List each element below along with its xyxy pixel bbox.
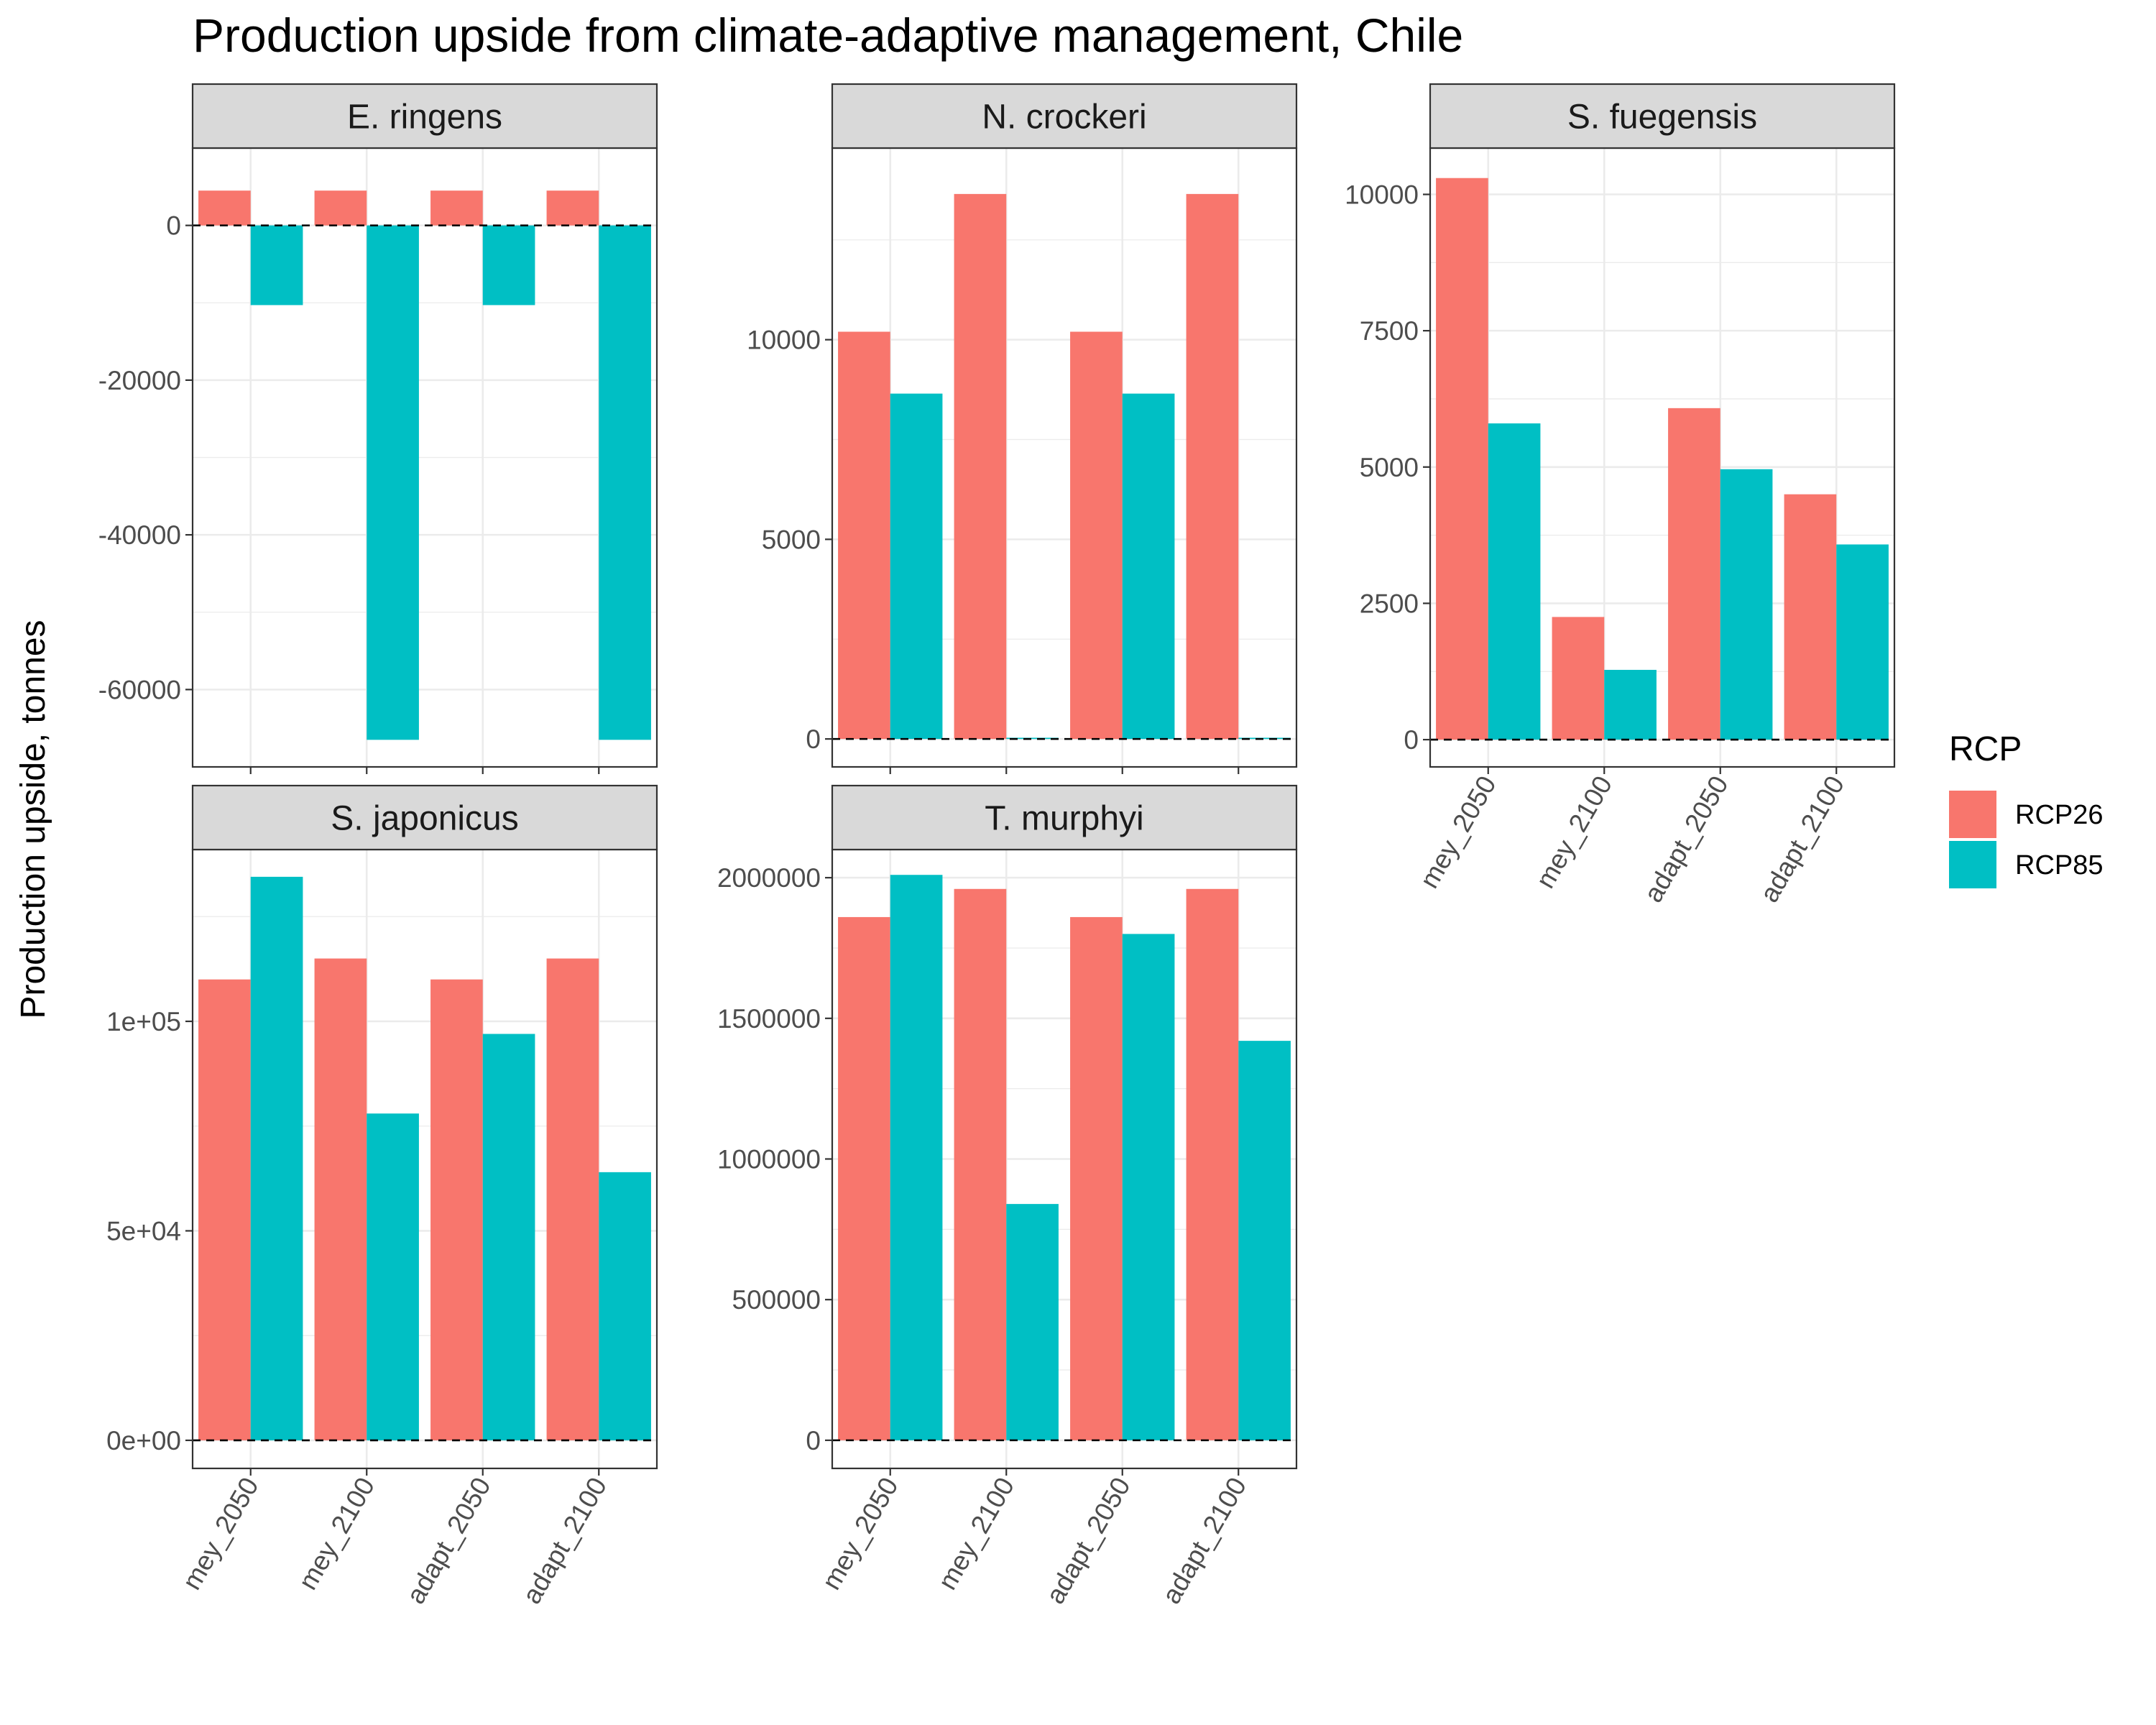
facet-panel: S. fuegensis 0 2500 5000 7500 10000 mey_2050 me… bbox=[1345, 83, 1896, 908]
facet-strip-label: T. murphyi bbox=[985, 800, 1143, 838]
y-tick-label: 10000 bbox=[1345, 180, 1419, 209]
y-tick-label: -40000 bbox=[98, 520, 181, 550]
x-tick-label: adapt_2050 bbox=[400, 1473, 496, 1609]
bar-rcp26 bbox=[838, 916, 890, 1440]
facet-panel: T. murphyi 0 500000 1000000 1500000 2000000 me… bbox=[717, 784, 1298, 1609]
bar-rcp26 bbox=[198, 190, 251, 226]
y-tick-label: 0 bbox=[806, 724, 821, 754]
bar-rcp26 bbox=[1186, 193, 1239, 740]
bar-rcp26 bbox=[430, 190, 483, 226]
bar-rcp26 bbox=[1070, 916, 1123, 1440]
facet-strip bbox=[831, 784, 1298, 851]
bar-rcp85 bbox=[367, 1113, 419, 1440]
bar-rcp26 bbox=[838, 331, 890, 740]
y-tick-label: 5e+04 bbox=[106, 1216, 181, 1246]
bar-rcp85 bbox=[1238, 737, 1291, 740]
x-tick-label: mey_2100 bbox=[932, 1473, 1020, 1595]
facet-strip-label: N. crockeri bbox=[982, 98, 1146, 137]
bar-rcp26 bbox=[546, 958, 599, 1440]
facet-panel: N. crockeri 0 5000 10000 bbox=[747, 83, 1298, 774]
bar-rcp85 bbox=[482, 225, 535, 305]
bar-rcp26 bbox=[546, 190, 599, 226]
x-tick-label: adapt_2050 bbox=[1638, 771, 1733, 908]
y-tick-label: -20000 bbox=[98, 366, 181, 395]
bar-rcp85 bbox=[367, 225, 419, 740]
legend-key-rcp85 bbox=[1949, 841, 1996, 888]
bar-rcp26 bbox=[954, 888, 1007, 1440]
bar-rcp26 bbox=[1668, 408, 1720, 740]
bar-rcp85 bbox=[482, 1034, 535, 1440]
legend: RCP RCP26 RCP85 bbox=[1949, 730, 2104, 888]
chart-title: Production upside from climate-adaptive … bbox=[193, 9, 1463, 62]
facet-strip bbox=[191, 83, 658, 150]
x-tick-label: mey_2050 bbox=[1414, 771, 1502, 893]
y-axis-label: Production upside, tonnes bbox=[14, 620, 52, 1018]
legend-title: RCP bbox=[1949, 730, 2022, 768]
y-tick-label: 0e+00 bbox=[106, 1426, 181, 1455]
x-tick-label: adapt_2100 bbox=[517, 1473, 612, 1609]
bar-rcp85 bbox=[1238, 1041, 1291, 1440]
y-tick-label: 2000000 bbox=[717, 863, 821, 893]
bar-rcp26 bbox=[1552, 617, 1605, 740]
y-tick-label: 500000 bbox=[732, 1285, 821, 1315]
facet-strip bbox=[831, 83, 1298, 150]
bar-rcp26 bbox=[314, 958, 367, 1440]
bar-rcp26 bbox=[198, 979, 251, 1440]
x-tick-label: mey_2050 bbox=[816, 1473, 904, 1595]
bar-rcp85 bbox=[1488, 423, 1541, 740]
x-tick-label: mey_2100 bbox=[1530, 771, 1618, 893]
bar-rcp26 bbox=[954, 193, 1007, 740]
bar-rcp26 bbox=[1186, 888, 1239, 1440]
facet-panels: E. ringens 0 -20000 -40000 -60000 N. crockeri… bbox=[98, 83, 1896, 1609]
y-tick-label: 0 bbox=[806, 1426, 821, 1455]
bar-rcp85 bbox=[1720, 469, 1773, 740]
legend-key-rcp26 bbox=[1949, 791, 1996, 838]
bar-rcp85 bbox=[599, 1172, 651, 1440]
y-tick-label: 1e+05 bbox=[106, 1007, 181, 1036]
bar-rcp26 bbox=[1784, 494, 1837, 740]
bar-rcp26 bbox=[430, 979, 483, 1440]
legend-label-rcp26: RCP26 bbox=[2015, 800, 2104, 830]
bar-rcp26 bbox=[1070, 331, 1123, 740]
facet-strip bbox=[1429, 83, 1896, 150]
y-tick-label: 10000 bbox=[747, 326, 821, 355]
bar-rcp85 bbox=[250, 225, 303, 305]
y-tick-label: -60000 bbox=[98, 675, 181, 704]
y-tick-label: 5000 bbox=[1360, 453, 1419, 482]
facet-panel: E. ringens 0 -20000 -40000 -60000 bbox=[98, 83, 658, 774]
y-tick-label: 0 bbox=[1404, 725, 1419, 755]
bar-rcp85 bbox=[1122, 934, 1175, 1440]
facet-strip-label: S. japonicus bbox=[331, 800, 519, 838]
bar-rcp26 bbox=[314, 190, 367, 226]
bar-rcp85 bbox=[250, 876, 303, 1440]
y-tick-label: 0 bbox=[166, 211, 181, 241]
bar-rcp85 bbox=[1006, 1204, 1059, 1440]
bar-rcp85 bbox=[1604, 669, 1657, 740]
bar-rcp85 bbox=[1006, 737, 1059, 740]
facet-strip-label: E. ringens bbox=[347, 98, 502, 137]
bar-rcp85 bbox=[1836, 544, 1889, 740]
bar-rcp85 bbox=[599, 225, 651, 740]
x-tick-label: adapt_2100 bbox=[1754, 771, 1850, 908]
x-tick-label: adapt_2100 bbox=[1156, 1473, 1252, 1609]
y-tick-label: 2500 bbox=[1360, 589, 1419, 618]
facet-strip-label: S. fuegensis bbox=[1567, 98, 1757, 137]
bar-rcp85 bbox=[890, 393, 943, 740]
y-tick-label: 1000000 bbox=[717, 1145, 821, 1174]
legend-items: RCP26 RCP85 bbox=[1949, 791, 2104, 888]
bar-rcp85 bbox=[890, 875, 943, 1440]
y-tick-label: 1500000 bbox=[717, 1004, 821, 1034]
legend-label-rcp85: RCP85 bbox=[2015, 850, 2104, 880]
facet-strip bbox=[191, 784, 658, 851]
bar-rcp26 bbox=[1436, 178, 1488, 740]
x-tick-label: mey_2100 bbox=[292, 1473, 380, 1595]
y-tick-label: 7500 bbox=[1360, 316, 1419, 346]
x-tick-label: adapt_2050 bbox=[1040, 1473, 1135, 1609]
facet-panel: S. japonicus 0e+00 5e+04 1e+05 mey_2050 mey_2… bbox=[106, 784, 658, 1609]
y-tick-label: 5000 bbox=[762, 525, 821, 554]
x-tick-label: mey_2050 bbox=[177, 1473, 264, 1595]
bar-rcp85 bbox=[1122, 393, 1175, 740]
